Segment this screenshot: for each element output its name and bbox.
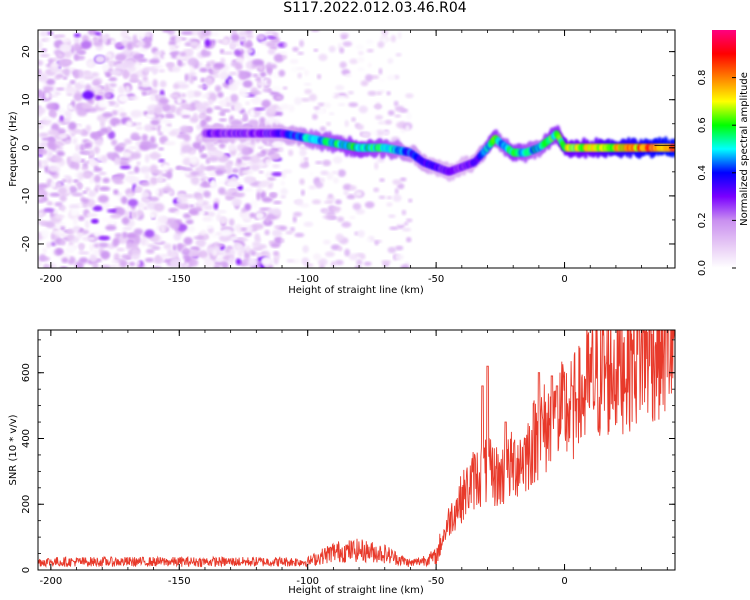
colorbar-ticks: 0.0 0.2 0.4 0.6 0.8 [697, 70, 736, 276]
spectrogram-frame [37, 29, 676, 269]
colorbar-tick-label: 0.2 [697, 212, 708, 228]
colorbar-tick-label: 0.8 [697, 70, 708, 86]
x-tick-label: -150 [168, 576, 191, 587]
x-tick-label: -150 [168, 274, 191, 285]
figure-title: S117.2022.012.03.46.R04 [283, 0, 467, 16]
x-tick-label: -100 [296, 274, 319, 285]
y-tick-label: -20 [21, 236, 32, 252]
x-tick-label: -100 [296, 576, 319, 587]
snr-panel: -200 -150 -100 -50 0 0 200 400 600 Height of str… [8, 329, 676, 596]
y-tick-label: 200 [21, 495, 32, 514]
y-tick-label: 400 [21, 429, 32, 448]
spectrogram-heatmap [38, 30, 675, 268]
y-tick-label: 0 [21, 567, 32, 573]
snr-axes: -200 -150 -100 -50 0 0 200 400 600 [21, 330, 675, 587]
snr-frame [37, 329, 676, 571]
colorbar: 0.0 0.2 0.4 0.6 0.8 Normalized spectral ampl… [697, 30, 750, 276]
x-tick-label: -200 [39, 576, 62, 587]
y-tick-label: -10 [21, 188, 32, 204]
snr-y-axis-label: SNR (10 * v/v) [8, 414, 19, 485]
spectrogram-y-axis-label: Frequency (Hz) [8, 111, 19, 187]
colorbar-tick-label: 0.4 [697, 165, 708, 181]
x-tick-label: 0 [561, 576, 567, 587]
snr-x-axis-label: Height of straight line (km) [288, 585, 424, 596]
y-tick-label: 600 [21, 363, 32, 382]
colorbar-label: Normalized spectral amplitude [739, 72, 750, 226]
x-tick-label: -200 [39, 274, 62, 285]
spectrogram-x-axis-label: Height of straight line (km) [288, 285, 424, 296]
x-tick-label: -50 [428, 274, 444, 285]
colorbar-tick-label: 0.6 [697, 117, 708, 133]
y-tick-label: 20 [21, 45, 32, 58]
y-tick-label: 10 [21, 93, 32, 106]
x-tick-label: 0 [561, 274, 567, 285]
y-tick-label: 0 [21, 145, 32, 151]
colorbar-tick-label: 0.0 [697, 260, 708, 276]
colorbar-gradient [712, 30, 736, 268]
x-tick-label: -50 [428, 576, 444, 587]
snr-series-line [38, 330, 675, 569]
